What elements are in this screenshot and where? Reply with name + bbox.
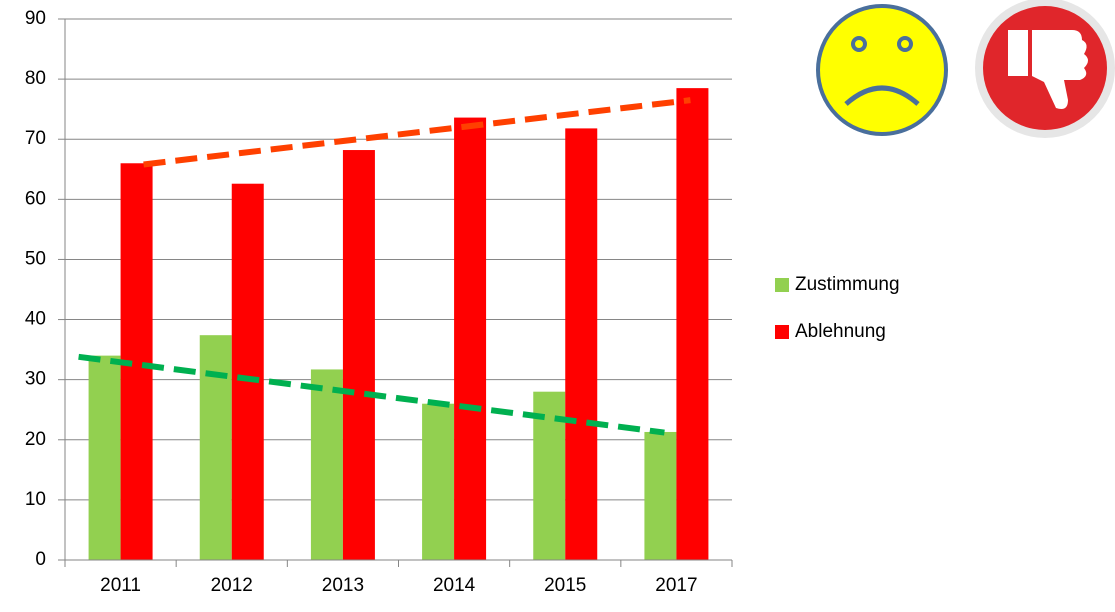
bar xyxy=(454,117,487,561)
legend-swatch xyxy=(775,325,789,339)
x-tick-label: 2013 xyxy=(322,575,364,596)
bar xyxy=(676,88,709,560)
bar xyxy=(342,150,375,560)
legend-label: Ablehnung xyxy=(795,321,886,342)
y-tick-label: 40 xyxy=(25,309,46,330)
bar xyxy=(231,183,264,560)
bar xyxy=(88,355,121,560)
y-tick-label: 80 xyxy=(25,68,46,89)
bar xyxy=(310,369,343,560)
x-tick-label: 2017 xyxy=(655,575,697,596)
y-tick-label: 90 xyxy=(25,8,46,29)
thumbs-down-icon xyxy=(975,0,1115,138)
x-tick-label: 2015 xyxy=(544,575,586,596)
trend-line xyxy=(78,353,665,436)
y-tick-label: 70 xyxy=(25,128,46,149)
y-tick-label: 60 xyxy=(25,188,46,209)
x-tick-label: 2012 xyxy=(211,575,253,596)
y-tick-label: 50 xyxy=(25,248,46,269)
x-tick-label: 2014 xyxy=(433,575,476,596)
bar xyxy=(199,335,232,560)
y-tick-label: 10 xyxy=(25,489,46,510)
x-tick-label: 2011 xyxy=(100,575,141,596)
y-tick-label: 0 xyxy=(35,549,46,570)
bar xyxy=(422,403,455,560)
legend-label: Zustimmung xyxy=(795,274,900,295)
trend-line xyxy=(143,97,691,168)
bar xyxy=(565,128,598,560)
y-tick-label: 20 xyxy=(25,429,46,450)
legend-swatch xyxy=(775,278,789,292)
sad-face-icon xyxy=(816,4,948,136)
bar xyxy=(644,431,677,560)
y-tick-label: 30 xyxy=(25,369,46,390)
